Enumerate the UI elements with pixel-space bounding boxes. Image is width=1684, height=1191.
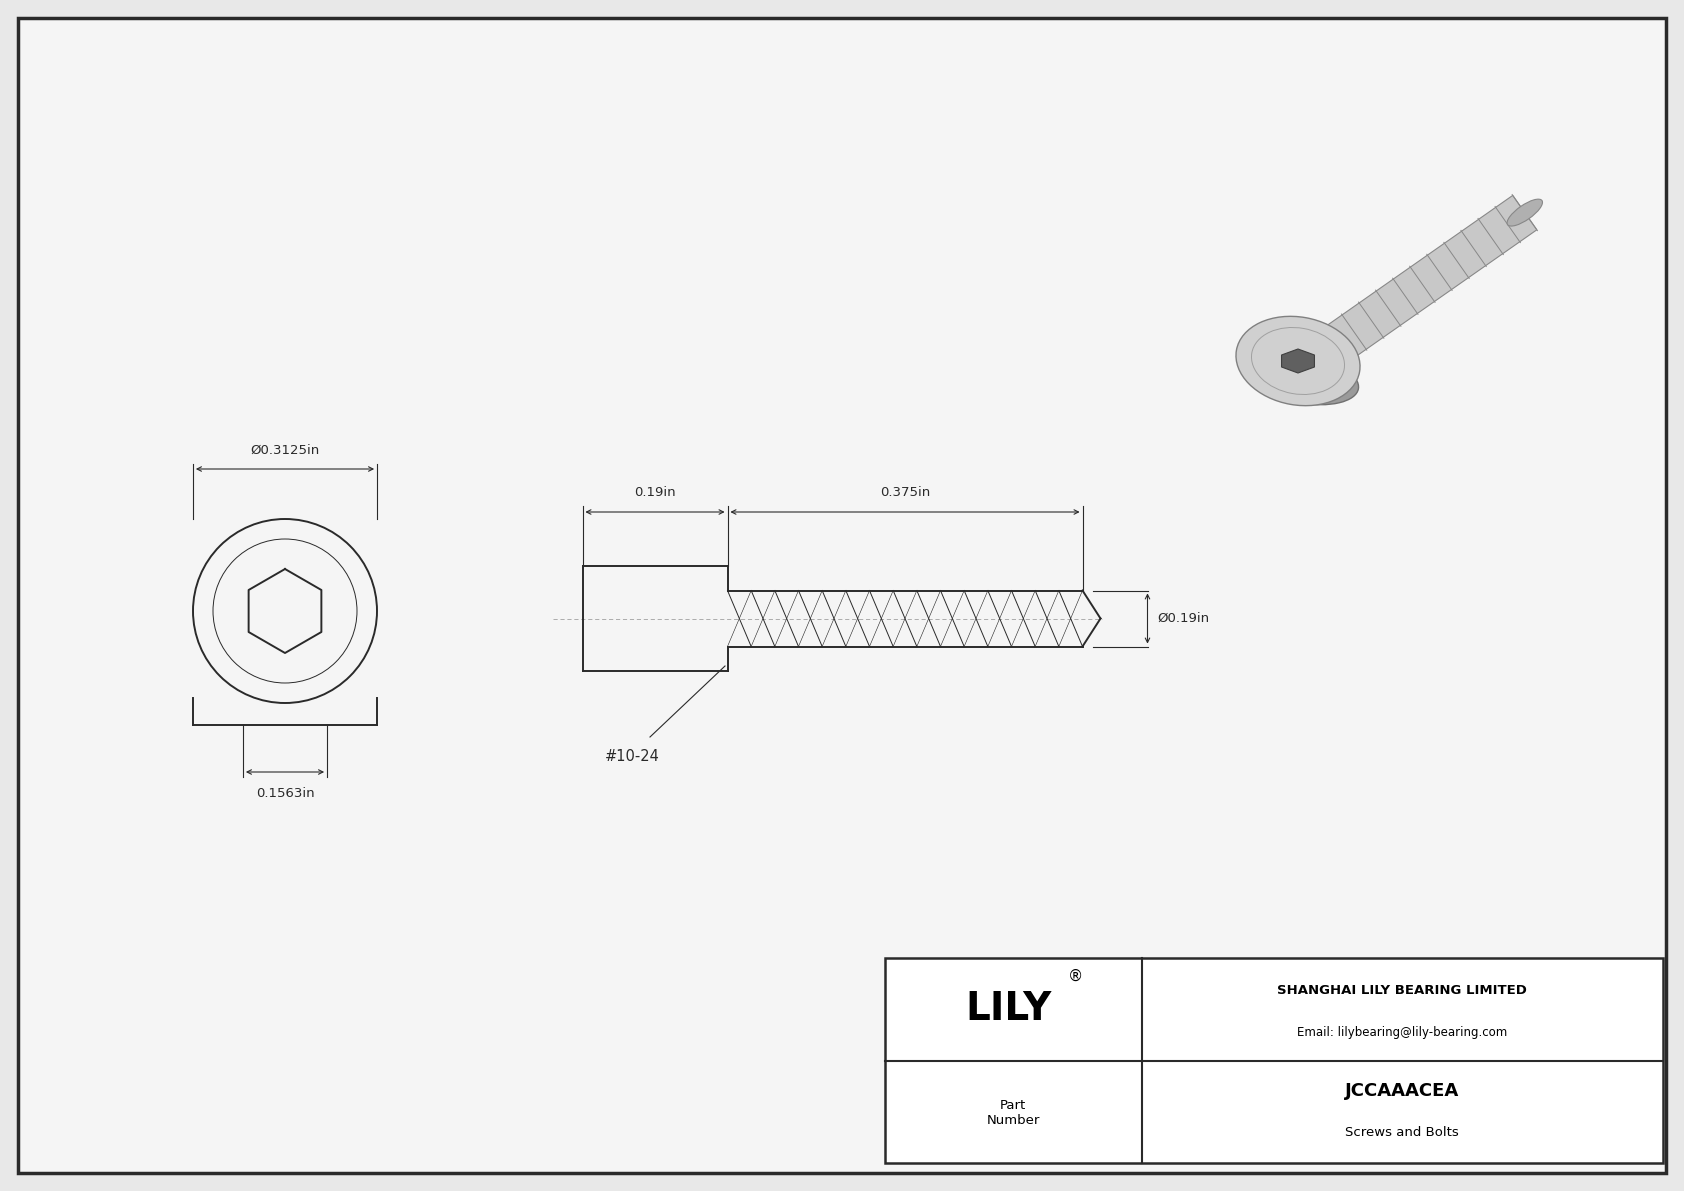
Text: JCCAAACEA: JCCAAACEA	[1346, 1081, 1460, 1100]
Polygon shape	[1308, 195, 1537, 373]
Bar	[886, 958, 1664, 1162]
Text: 0.375in: 0.375in	[879, 486, 930, 499]
Ellipse shape	[1236, 317, 1361, 406]
Text: Ø0.3125in: Ø0.3125in	[251, 444, 320, 457]
Ellipse shape	[1248, 354, 1359, 405]
Text: Screws and Bolts: Screws and Bolts	[1346, 1127, 1460, 1140]
Text: #10-24: #10-24	[605, 749, 660, 763]
Text: SHANGHAI LILY BEARING LIMITED: SHANGHAI LILY BEARING LIMITED	[1278, 984, 1527, 997]
Text: LILY: LILY	[965, 990, 1051, 1028]
Text: 0.19in: 0.19in	[635, 486, 675, 499]
Text: Email: lilybearing@lily-bearing.com: Email: lilybearing@lily-bearing.com	[1297, 1025, 1507, 1039]
Text: ®: ®	[1068, 968, 1083, 984]
Text: Ø0.19in: Ø0.19in	[1157, 612, 1209, 625]
Ellipse shape	[1507, 199, 1543, 226]
Polygon shape	[1282, 349, 1315, 373]
Text: Part
Number: Part Number	[987, 1099, 1041, 1127]
Text: 0.1563in: 0.1563in	[256, 787, 315, 800]
